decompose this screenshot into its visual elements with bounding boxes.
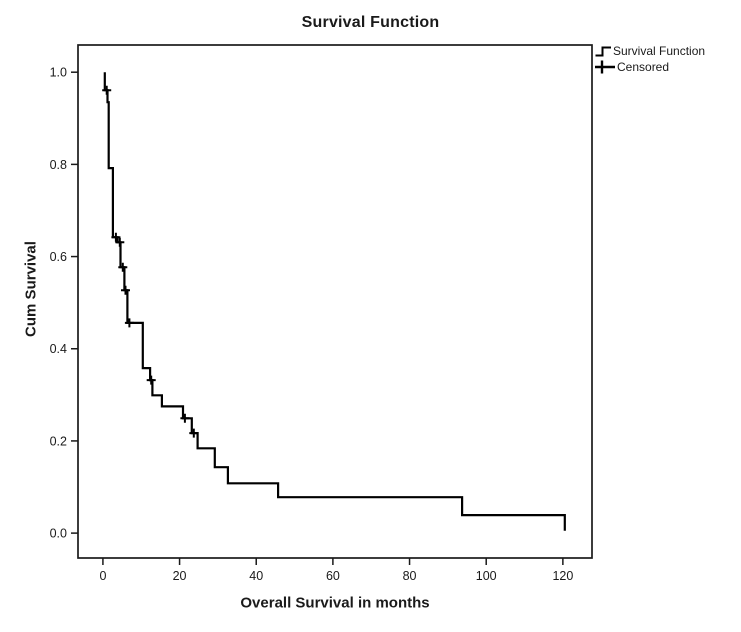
y-axis-title: Cum Survival — [22, 241, 40, 337]
y-tick-label: 0.2 — [50, 434, 67, 448]
x-tick-label: 80 — [403, 569, 417, 583]
y-tick-label: 1.0 — [50, 66, 67, 80]
y-tick-label: 0.0 — [50, 527, 67, 541]
x-tick-label: 20 — [173, 569, 187, 583]
chart-title: Survival Function — [301, 14, 440, 31]
x-axis-title: Overall Survival in months — [240, 594, 430, 612]
legend-item-survival-function: Survival Function — [594, 43, 705, 59]
x-tick-label: 60 — [326, 569, 340, 583]
x-tick-label: 40 — [249, 569, 263, 583]
x-tick-label: 100 — [476, 569, 497, 583]
x-tick-label: 0 — [99, 569, 106, 583]
step-line-icon — [595, 46, 611, 57]
legend-label-survival-function: Survival Function — [613, 44, 706, 58]
legend-item-censored: Censored — [594, 59, 705, 75]
survival-curve — [103, 72, 566, 531]
y-tick-label: 0.6 — [50, 250, 67, 264]
plus-icon — [595, 60, 615, 74]
y-tick-label: 0.8 — [50, 158, 67, 172]
y-tick-label: 0.4 — [50, 342, 67, 356]
x-tick-label: 120 — [552, 569, 573, 583]
legend-label-censored: Censored — [617, 60, 670, 74]
plot-frame — [77, 44, 593, 559]
legend: Survival Function Censored — [594, 43, 705, 75]
censored-marks — [102, 85, 199, 438]
